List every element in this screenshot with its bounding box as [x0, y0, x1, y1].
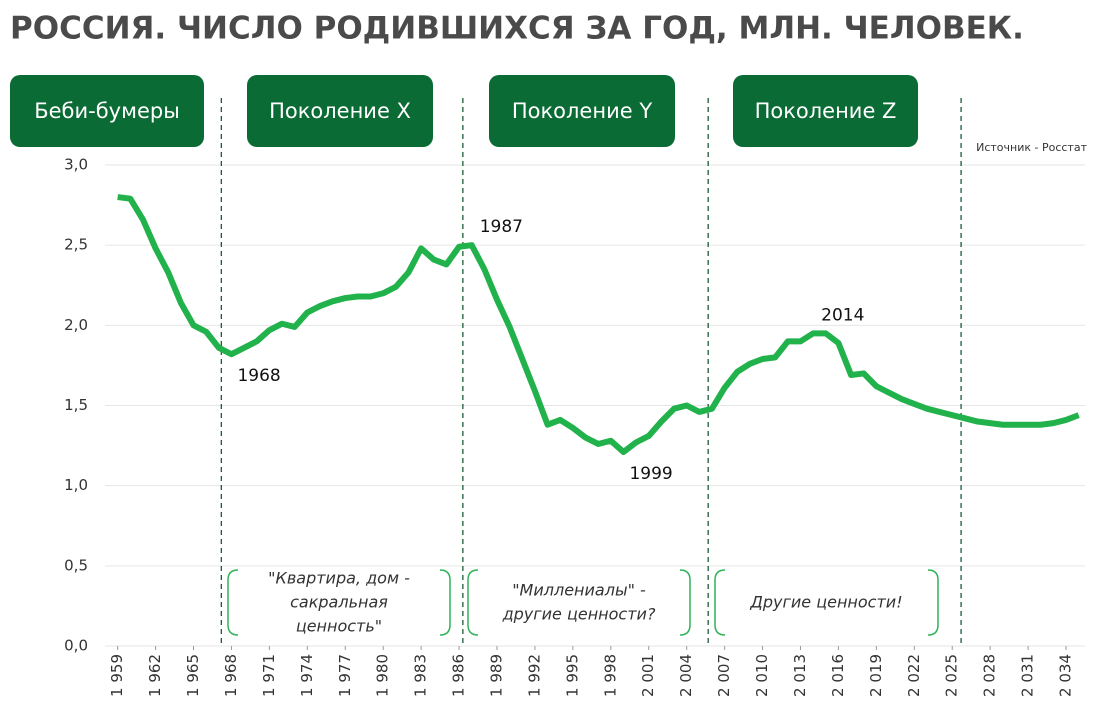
generation-box: [247, 75, 433, 147]
generation-note: Другие ценности!: [749, 593, 902, 612]
annotation: 1999: [629, 464, 672, 484]
bracket: [439, 569, 451, 636]
annotation: 1968: [237, 366, 280, 386]
x-tick-label: 2 028: [981, 654, 999, 697]
x-tick-label: 1 980: [374, 654, 392, 697]
annotation: 2014: [821, 305, 864, 325]
x-tick-label: 2 019: [867, 654, 885, 697]
y-tick-label: 2,0: [64, 316, 88, 334]
data-line: [117, 194, 1080, 455]
annotation: 1987: [480, 217, 523, 237]
x-tick-label: 2 001: [639, 654, 657, 697]
x-tick-label: 2 016: [829, 654, 847, 697]
x-tick-label: 1 986: [450, 654, 468, 697]
generation-name: Беби-бумеры: [34, 99, 180, 123]
x-tick-label: 2 013: [791, 654, 809, 697]
x-tick-label: 1 968: [222, 654, 240, 697]
x-tick-label: 2 025: [943, 654, 961, 697]
generation-note: ценность": [296, 617, 382, 636]
x-tick-label: 1 992: [525, 654, 543, 697]
generation-note: "Квартира, дом -: [268, 569, 410, 588]
y-tick-label: 0,0: [64, 637, 88, 655]
x-tick-label: 2 007: [715, 654, 733, 697]
x-tick-label: 2 034: [1057, 654, 1075, 697]
x-tick-label: 1 962: [146, 654, 164, 697]
x-tick-label: 1 971: [260, 654, 278, 697]
chart-title: РОССИЯ. ЧИСЛО РОДИВШИХСЯ ЗА ГОД, МЛН. ЧЕ…: [10, 11, 1024, 47]
source: Источник - Росстат: [976, 141, 1087, 154]
y-tick-label: 2,5: [64, 236, 88, 254]
x-tick-label: 1 983: [412, 654, 430, 697]
bracket: [679, 569, 691, 636]
x-tick-label: 1 995: [563, 654, 581, 697]
x-tick-label: 2 022: [905, 654, 923, 697]
generation-note: "Миллениалы" -: [512, 581, 646, 600]
x-tick-label: 1 977: [336, 654, 354, 697]
x-tick-label: 2 010: [753, 654, 771, 697]
x-tick-label: 2 031: [1019, 654, 1037, 697]
y-tick-label: 1,5: [64, 396, 88, 414]
x-tick-label: 1 989: [488, 654, 506, 697]
generation-box: [489, 75, 675, 147]
bracket: [714, 569, 726, 636]
bracket: [227, 569, 239, 636]
generation-name: Поколение X: [269, 99, 411, 123]
generation-box: [10, 75, 204, 147]
generation-name: Поколение Y: [512, 99, 652, 123]
x-tick-label: 1 965: [184, 654, 202, 697]
generation-note: другие ценности?: [502, 605, 656, 624]
bracket: [467, 569, 479, 636]
y-tick-label: 1,0: [64, 476, 88, 494]
x-tick-label: 1 974: [298, 654, 316, 697]
x-tick-label: 2 004: [677, 654, 695, 697]
generation-box: [733, 75, 918, 147]
y-tick-label: 3,0: [64, 156, 88, 174]
x-tick-label: 1 998: [601, 654, 619, 697]
bracket: [927, 569, 939, 636]
generation-name: Поколение Z: [755, 99, 897, 123]
generation-note: сакральная: [290, 593, 388, 612]
y-tick-label: 0,5: [64, 556, 88, 574]
x-tick-label: 1 959: [108, 654, 126, 697]
